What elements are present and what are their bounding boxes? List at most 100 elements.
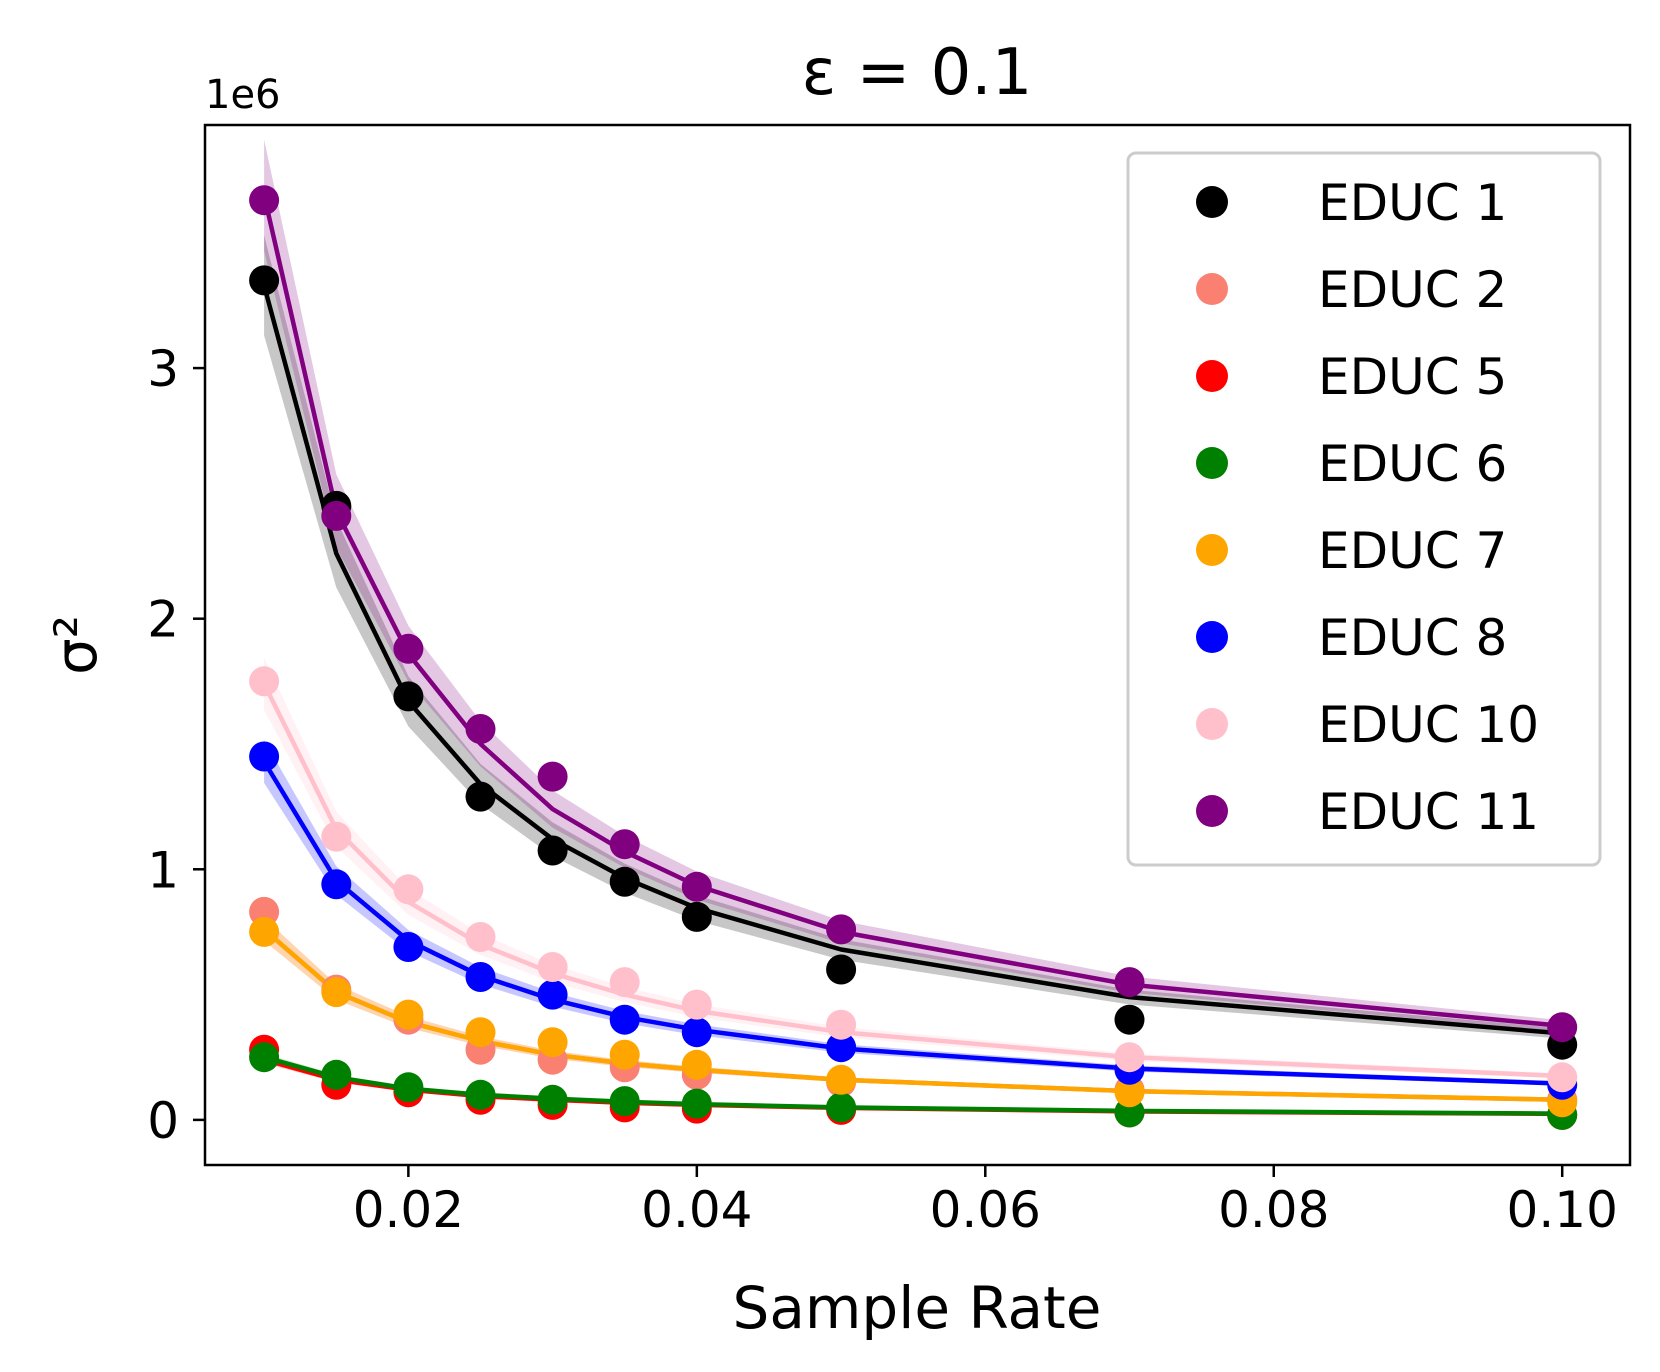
chart-title: ε = 0.1 xyxy=(802,36,1033,110)
fit-lines xyxy=(261,194,1563,1117)
educ-11-point xyxy=(393,633,424,664)
legend-marker xyxy=(1196,621,1228,653)
educ-10-point xyxy=(537,952,568,982)
legend-marker xyxy=(1196,360,1228,392)
legend-item-educ-11: EDUC 11 xyxy=(1196,783,1539,841)
educ-11-point xyxy=(1114,967,1145,998)
legend-item-educ-1: EDUC 1 xyxy=(1196,174,1507,232)
educ-7-line xyxy=(262,927,1563,1103)
x-tick-label: 0.04 xyxy=(641,1181,752,1239)
y-tick-label: 3 xyxy=(147,340,179,398)
educ-10-point xyxy=(321,821,352,852)
legend-marker xyxy=(1196,795,1228,827)
legend-label: EDUC 5 xyxy=(1318,348,1507,406)
y-axis-ticks: 0 1 2 3 xyxy=(147,340,205,1150)
legend-frame xyxy=(1126,151,1602,867)
educ-10-point xyxy=(826,1009,857,1040)
x-tick-label: 0.06 xyxy=(930,1181,1041,1239)
legend-item-educ-2: EDUC 2 xyxy=(1196,261,1507,319)
educ-10-point xyxy=(393,874,424,905)
educ-8-point xyxy=(826,1032,857,1063)
educ-10-point xyxy=(249,666,280,697)
educ-6-point xyxy=(681,1088,712,1119)
legend-label: EDUC 2 xyxy=(1318,261,1507,319)
data-points xyxy=(249,185,1578,1130)
educ-10-point xyxy=(609,967,640,998)
y-offset-text: 1e6 xyxy=(205,72,281,118)
educ-7-point xyxy=(393,999,424,1030)
educ-8-point xyxy=(393,932,424,962)
educ-1-line xyxy=(261,284,1563,1036)
y-tick-label: 0 xyxy=(147,1092,179,1150)
educ-6-point xyxy=(249,1042,280,1073)
legend-label: EDUC 7 xyxy=(1318,522,1507,580)
educ-10-point xyxy=(1114,1042,1145,1073)
educ-7-point xyxy=(537,1027,568,1058)
educ-7-point xyxy=(321,977,352,1008)
educ-6-point xyxy=(609,1086,640,1117)
legend-label: EDUC 6 xyxy=(1318,435,1507,493)
educ-1-point xyxy=(537,835,568,866)
educ-11-point xyxy=(1547,1012,1578,1043)
educ-8-point xyxy=(537,979,568,1010)
x-tick-label: 0.10 xyxy=(1507,1181,1618,1239)
educ-8-line xyxy=(262,760,1563,1086)
legend-label: EDUC 8 xyxy=(1318,609,1507,667)
educ-1-point xyxy=(249,265,280,296)
educ-6-point xyxy=(537,1084,568,1115)
educ-7-point xyxy=(826,1064,857,1095)
x-axis-ticks: 0.02 0.04 0.06 0.08 0.10 xyxy=(353,1165,1618,1239)
educ-1-point xyxy=(465,781,496,812)
educ-7-point xyxy=(681,1049,712,1080)
educ-11-point xyxy=(321,500,352,531)
y-tick-label: 2 xyxy=(147,591,179,649)
educ-1-point xyxy=(681,901,712,932)
legend-marker xyxy=(1196,447,1228,479)
educ-8-point xyxy=(249,741,280,772)
educ-6-point xyxy=(826,1092,857,1123)
plot-area-frame xyxy=(203,123,1632,1167)
legend-item-educ-5: EDUC 5 xyxy=(1196,348,1507,406)
legend-label: EDUC 1 xyxy=(1318,174,1507,232)
y-tick-label: 1 xyxy=(147,841,179,899)
educ-1-point xyxy=(609,866,640,897)
educ-6-line xyxy=(263,1055,1563,1116)
educ-6-point xyxy=(465,1079,496,1110)
educ-10-point xyxy=(1547,1062,1578,1093)
legend-label: EDUC 10 xyxy=(1318,696,1539,754)
x-axis-label: Sample Rate xyxy=(733,1274,1102,1342)
educ-8-point xyxy=(609,1004,640,1035)
educ-11-point xyxy=(609,829,640,860)
legend-label: EDUC 11 xyxy=(1318,783,1539,841)
educ-10-point xyxy=(465,922,496,952)
educ-7-point xyxy=(465,1017,496,1048)
educ-6-point xyxy=(321,1059,352,1090)
educ-11-point xyxy=(465,714,496,744)
legend-marker xyxy=(1196,186,1228,218)
legend-item-educ-10: EDUC 10 xyxy=(1196,696,1539,754)
educ-10-point xyxy=(681,989,712,1020)
legend-marker xyxy=(1196,273,1228,305)
x-tick-label: 0.08 xyxy=(1218,1181,1329,1239)
legend-item-educ-7: EDUC 7 xyxy=(1196,522,1507,580)
educ-7-point xyxy=(1114,1077,1145,1108)
x-tick-label: 0.02 xyxy=(353,1181,464,1239)
educ-11-point xyxy=(826,914,857,945)
educ-8-point xyxy=(321,869,352,900)
legend-item-educ-8: EDUC 8 xyxy=(1196,609,1507,667)
educ-6-point xyxy=(393,1072,424,1103)
legend: EDUC 1 EDUC 2 EDUC 5 EDUC 6 EDUC 7 EDUC 8 EDUC… xyxy=(1126,151,1602,867)
educ-11-point xyxy=(681,871,712,902)
educ-10-line xyxy=(262,682,1563,1079)
educ-7-point xyxy=(609,1039,640,1070)
educ-8-point xyxy=(465,962,496,992)
legend-marker xyxy=(1196,534,1228,566)
educ-7-point xyxy=(249,916,280,947)
legend-items: EDUC 1 EDUC 2 EDUC 5 EDUC 6 EDUC 7 EDUC 8 EDUC… xyxy=(1196,174,1539,841)
legend-item-educ-6: EDUC 6 xyxy=(1196,435,1507,493)
legend-marker xyxy=(1196,708,1228,740)
educ-8-point xyxy=(681,1017,712,1048)
educ-1-point xyxy=(393,681,424,712)
educ-1-point xyxy=(826,954,857,985)
